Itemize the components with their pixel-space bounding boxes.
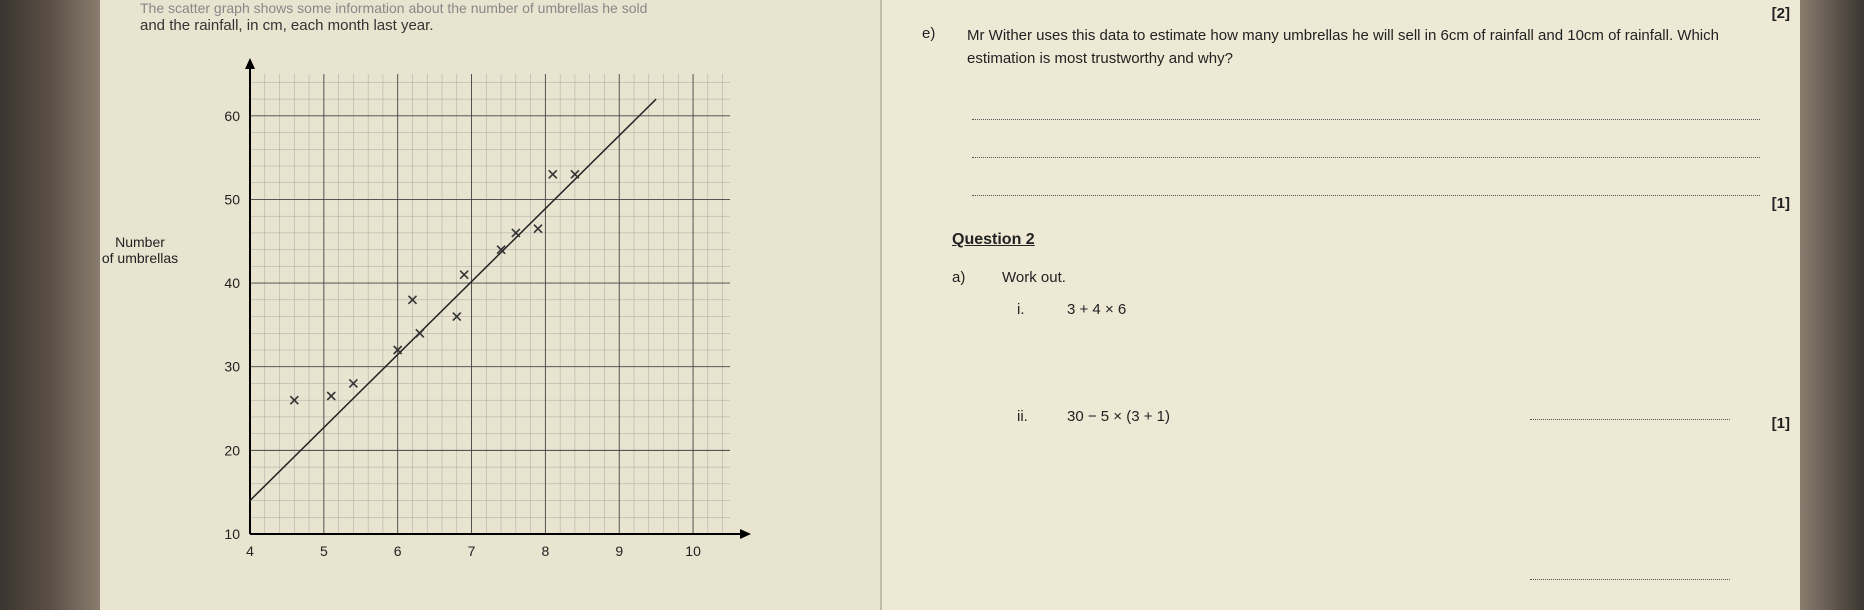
question-e-text: Mr Wither uses this data to estimate how… [967, 25, 1760, 70]
scatter-chart-container: Number of umbrellas 45678910102030405060 [150, 54, 860, 594]
intro-line-1: The scatter graph shows some information… [140, 0, 647, 16]
svg-text:40: 40 [224, 275, 240, 291]
svg-text:6: 6 [394, 543, 402, 559]
marks-badge-1: [1] [1772, 195, 1790, 212]
question-e-label: e) [922, 25, 947, 70]
question-e: e) Mr Wither uses this data to estimate … [922, 25, 1760, 70]
y-axis-label: Number of umbrellas [90, 234, 190, 266]
roman-ii-expression: 30 − 5 × (3 + 1) [1067, 408, 1170, 425]
answer-line-short [1530, 400, 1730, 420]
question-2-header: Question 2 [952, 231, 1760, 249]
answer-line [972, 138, 1760, 158]
svg-text:4: 4 [246, 543, 254, 559]
svg-text:60: 60 [224, 108, 240, 124]
worksheet-left-page: The scatter graph shows some information… [100, 0, 880, 610]
answer-line [972, 176, 1760, 196]
roman-i-label: i. [1017, 301, 1037, 318]
svg-text:10: 10 [685, 543, 701, 559]
svg-text:9: 9 [615, 543, 623, 559]
marks-badge-1: [1] [1772, 415, 1790, 432]
question-2a: a) Work out. [952, 269, 1760, 286]
svg-text:10: 10 [224, 526, 240, 542]
photo-left-edge [0, 0, 100, 610]
scatter-chart: 4 5 6 7 8 9 10 10 20 30 40 50 60 [150, 54, 770, 594]
question-2a-label: a) [952, 269, 977, 286]
svg-text:30: 30 [224, 359, 240, 375]
roman-ii-label: ii. [1017, 408, 1037, 425]
worksheet-right-page: [2] e) Mr Wither uses this data to estim… [880, 0, 1800, 610]
intro-paragraph: The scatter graph shows some information… [120, 0, 860, 34]
svg-text:7: 7 [468, 543, 476, 559]
answer-line [972, 100, 1760, 120]
photo-right-edge [1800, 0, 1864, 610]
marks-badge-2: [2] [1772, 5, 1790, 22]
svg-text:8: 8 [541, 543, 549, 559]
svg-text:5: 5 [320, 543, 328, 559]
question-2a-i: i. 3 + 4 × 6 [1017, 301, 1760, 318]
svg-text:20: 20 [224, 442, 240, 458]
question-2a-text: Work out. [1002, 269, 1066, 286]
answer-line-short [1530, 560, 1730, 580]
svg-text:50: 50 [224, 191, 240, 207]
roman-i-expression: 3 + 4 × 6 [1067, 301, 1126, 318]
intro-line-2: and the rainfall, in cm, each month last… [140, 17, 434, 34]
